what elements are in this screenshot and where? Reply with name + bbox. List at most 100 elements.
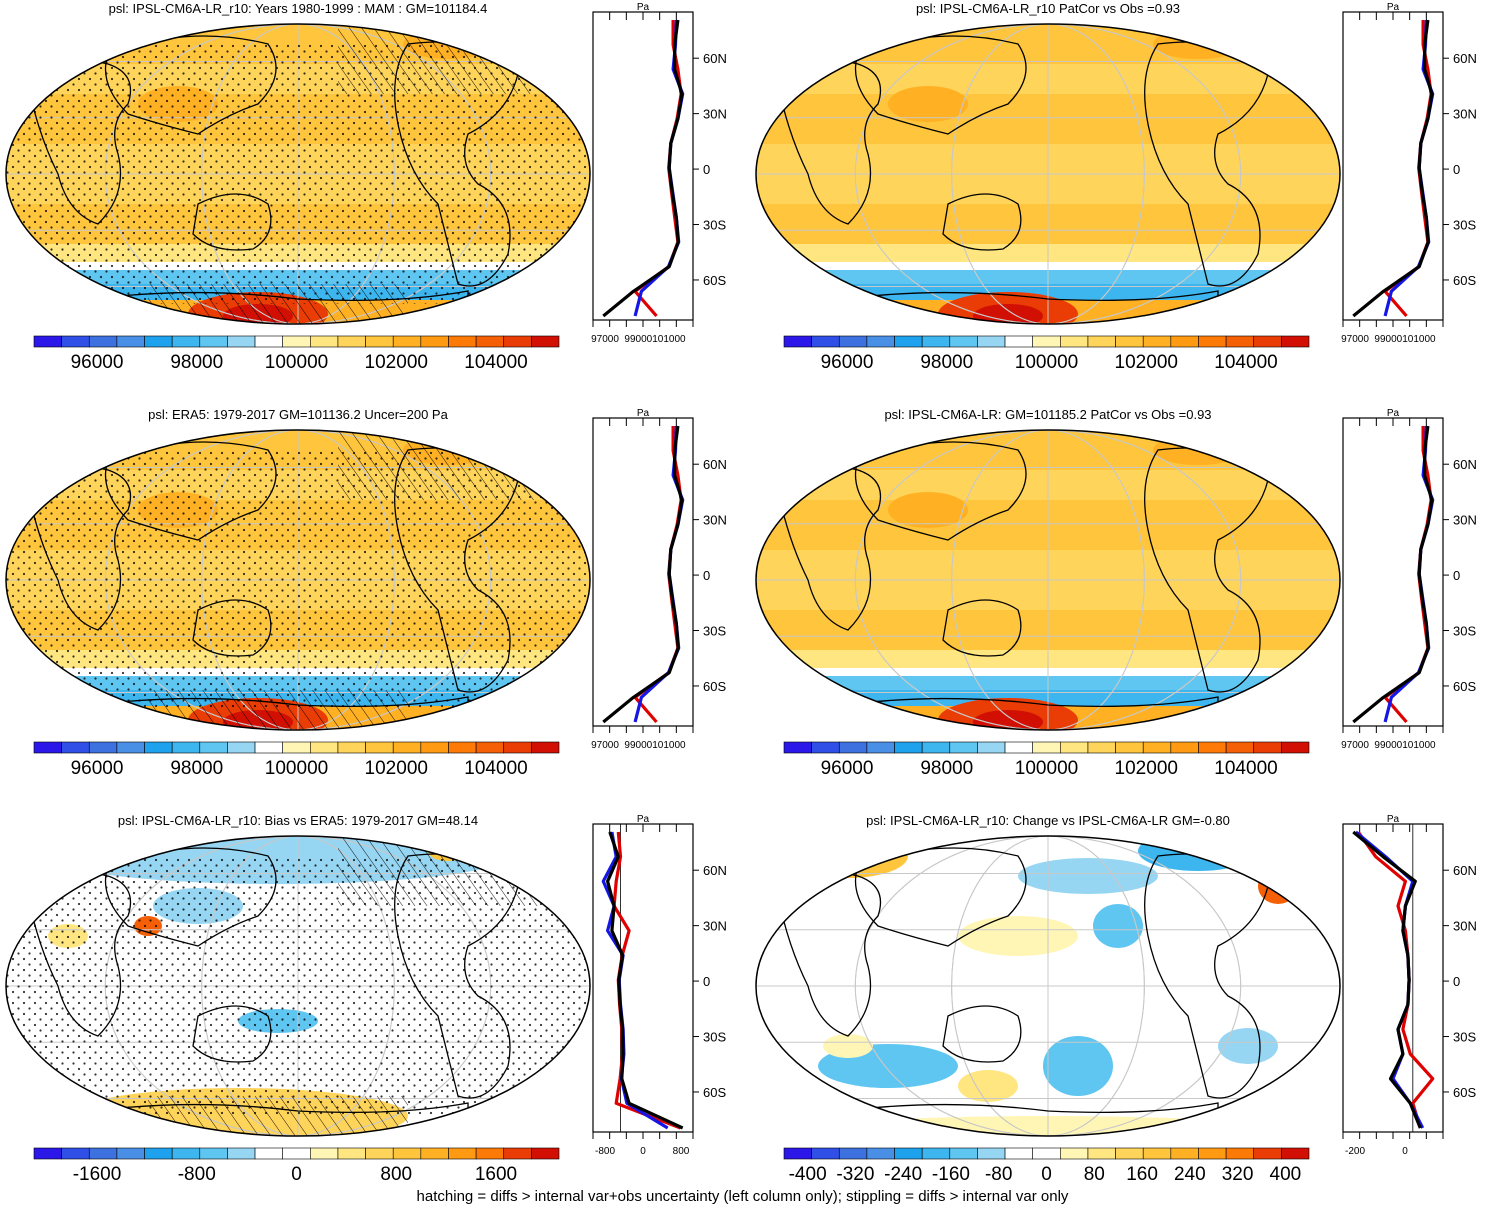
colorbar-swatch	[531, 1147, 560, 1160]
colorbar-tick-label: 400	[1270, 1164, 1302, 1185]
profile-lat-label: 30S	[703, 624, 726, 639]
colorbar-tick-label: 104000	[1214, 352, 1277, 373]
panel-1: psl: IPSL-CM6A-LR_r10: Years 1980-1999 :…	[5, 1, 727, 373]
colorbar-tick-label: 100000	[265, 758, 328, 779]
colorbar-swatch	[977, 1147, 1006, 1160]
profile-lat-label: 0	[703, 974, 710, 989]
profile-lat-label: 60N	[703, 457, 727, 472]
profile-lat-label: 60S	[1453, 273, 1476, 288]
colorbar-swatch	[365, 741, 394, 754]
colorbar-swatch	[144, 1147, 173, 1160]
profile-x-label: 0	[1402, 1146, 1408, 1157]
colorbar-swatch	[310, 335, 339, 348]
colorbar-swatch	[61, 741, 90, 754]
colorbar-swatch	[1060, 1147, 1089, 1160]
profile-frame	[1342, 11, 1444, 321]
panel-title: psl: IPSL-CM6A-LR_r10: Change vs IPSL-CM…	[866, 813, 1230, 828]
coastline	[942, 599, 1022, 657]
profile-line-mean	[602, 425, 684, 724]
map-outline	[755, 429, 1341, 731]
coastline	[394, 41, 519, 287]
profile-lat-label: 60N	[1453, 457, 1477, 472]
colorbar-swatch	[1198, 335, 1227, 348]
profile-x-label: 99000101000	[624, 334, 686, 345]
panel-2: psl: IPSL-CM6A-LR_r10 PatCor vs Obs =0.9…	[755, 1, 1477, 373]
colorbar-swatch	[1004, 335, 1033, 348]
colorbar-swatch	[894, 741, 923, 754]
profile-x-label: 99000101000	[1374, 334, 1436, 345]
colorbar-swatch	[1115, 335, 1144, 348]
hatching-overlay	[148, 284, 408, 324]
colorbar-swatch	[811, 1147, 840, 1160]
colorbar-swatch	[921, 1147, 951, 1160]
colorbar-swatch	[227, 335, 256, 348]
colorbar-swatch	[392, 335, 422, 348]
profile-lat-label: 0	[1453, 162, 1460, 177]
field-anomaly	[958, 1070, 1018, 1102]
colorbar-swatch	[392, 741, 422, 754]
colorbar-swatch	[1170, 741, 1199, 754]
colorbar-swatch	[199, 1147, 228, 1160]
colorbar-swatch	[977, 741, 1006, 754]
profile-line-mean	[602, 19, 684, 318]
profile-unit-label: Pa	[1387, 2, 1400, 13]
colorbar-swatch	[1115, 1147, 1144, 1160]
coastline	[104, 441, 277, 541]
hatching-overlay	[338, 836, 538, 906]
colorbar-swatch	[365, 1147, 394, 1160]
profile-frame	[1342, 417, 1444, 727]
coastline	[777, 872, 882, 1037]
colorbar-swatch	[1060, 741, 1089, 754]
coastline	[27, 466, 132, 631]
profile-line-mean	[1352, 19, 1434, 318]
profile-lat-label: 60N	[703, 51, 727, 66]
colorbar-tick-label: 96000	[71, 352, 124, 373]
colorbar-swatch	[1087, 1147, 1116, 1160]
colorbar-swatch	[33, 335, 62, 348]
colorbar-tick-label: -160	[932, 1164, 970, 1185]
coastline	[1144, 447, 1269, 693]
coastline	[854, 847, 1027, 947]
profile-x-label: -200	[1345, 1146, 1365, 1157]
colorbar-swatch	[1142, 1147, 1172, 1160]
coastline	[192, 599, 272, 657]
colorbar-swatch	[1032, 741, 1061, 754]
coastline	[942, 193, 1022, 251]
colorbar-swatch	[1087, 741, 1116, 754]
colorbar-swatch	[921, 335, 951, 348]
profile-unit-label: Pa	[637, 2, 650, 13]
coastlines	[27, 35, 519, 324]
colorbar-swatch	[1087, 335, 1116, 348]
map-outline	[5, 835, 591, 1137]
panel-4: psl: IPSL-CM6A-LR: GM=101185.2 PatCor vs…	[755, 407, 1477, 779]
siberian-high	[888, 492, 968, 528]
profile-lat-label: 30N	[703, 513, 727, 528]
siberian-high	[888, 86, 968, 122]
colorbar-swatch	[838, 741, 868, 754]
colorbar-swatch	[144, 335, 173, 348]
colorbar-swatch	[1253, 1147, 1282, 1160]
field-anomaly	[1093, 904, 1143, 948]
coastline	[777, 60, 882, 225]
panel-title: psl: IPSL-CM6A-LR: GM=101185.2 PatCor vs…	[884, 407, 1211, 422]
colorbar-swatch	[33, 1147, 62, 1160]
colorbar-tick-label: 800	[380, 1164, 412, 1185]
profile-unit-label: Pa	[637, 814, 650, 825]
panel-6: psl: IPSL-CM6A-LR_r10: Change vs IPSL-CM…	[755, 813, 1477, 1185]
profile-lat-label: 0	[703, 162, 710, 177]
colorbar-swatch	[894, 335, 923, 348]
map-outline	[5, 429, 591, 731]
colorbar-swatch	[61, 1147, 90, 1160]
colorbar-swatch	[1225, 1147, 1255, 1160]
colorbar-swatch	[866, 335, 895, 348]
profile-line-mean	[606, 831, 684, 1130]
colorbar-swatch	[1198, 741, 1227, 754]
colorbar-swatch	[254, 335, 283, 348]
colorbar-tick-label: -400	[789, 1164, 827, 1185]
colorbar-tick-label: 102000	[365, 352, 428, 373]
coastline	[1144, 41, 1269, 287]
colorbar-swatch	[783, 1147, 812, 1160]
colorbar-swatch	[227, 1147, 256, 1160]
colorbar-tick-label: 160	[1126, 1164, 1158, 1185]
map-field	[6, 836, 590, 1136]
